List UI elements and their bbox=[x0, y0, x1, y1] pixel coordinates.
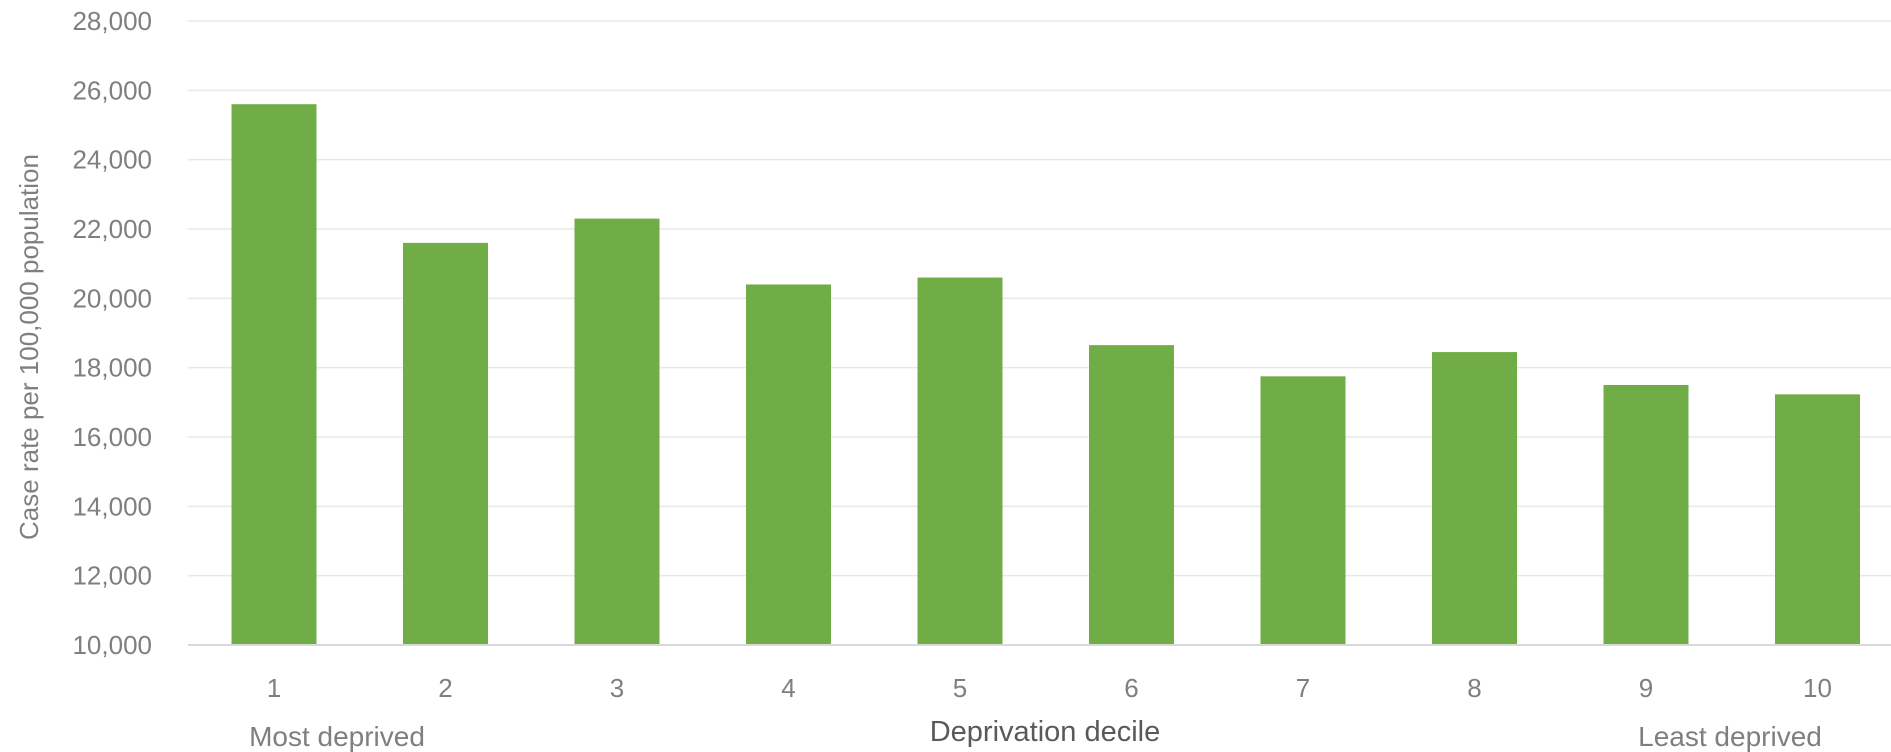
y-tick-labels: 10,000 12,000 14,000 16,000 18,000 20,000 22,0… bbox=[72, 6, 152, 660]
y-tick-label: 16,000 bbox=[72, 422, 152, 452]
x-tick-label: 3 bbox=[610, 673, 624, 703]
y-tick-label: 24,000 bbox=[72, 145, 152, 175]
y-tick-label: 12,000 bbox=[72, 561, 152, 591]
bars bbox=[231, 104, 1860, 645]
bar bbox=[1089, 345, 1174, 645]
most-deprived-label: Most deprived bbox=[249, 721, 425, 752]
x-tick-label: 1 bbox=[267, 673, 281, 703]
y-tick-label: 22,000 bbox=[72, 214, 152, 244]
y-tick-label: 26,000 bbox=[72, 75, 152, 105]
x-tick-label: 9 bbox=[1639, 673, 1653, 703]
bar bbox=[1260, 376, 1346, 645]
bar bbox=[231, 104, 317, 645]
x-tick-label: 2 bbox=[438, 673, 452, 703]
y-tick-label: 28,000 bbox=[72, 6, 152, 36]
bar bbox=[917, 277, 1003, 645]
x-tick-label: 7 bbox=[1296, 673, 1310, 703]
x-tick-labels: 1 2 3 4 5 6 7 8 9 10 bbox=[267, 673, 1832, 703]
bar bbox=[1432, 352, 1517, 645]
y-axis-title: Case rate per 100,000 population bbox=[14, 154, 44, 540]
x-tick-label: 5 bbox=[953, 673, 967, 703]
bar bbox=[574, 218, 660, 645]
x-tick-label: 8 bbox=[1467, 673, 1481, 703]
bar bbox=[1603, 385, 1689, 645]
y-tick-label: 20,000 bbox=[72, 283, 152, 313]
bar bbox=[1775, 394, 1860, 645]
x-axis-title: Deprivation decile bbox=[930, 716, 1161, 748]
least-deprived-label: Least deprived bbox=[1638, 721, 1822, 752]
y-tick-label: 18,000 bbox=[72, 353, 152, 383]
bar bbox=[403, 242, 488, 645]
bar bbox=[746, 284, 831, 645]
x-tick-label: 6 bbox=[1124, 673, 1138, 703]
x-tick-label: 4 bbox=[781, 673, 795, 703]
y-tick-label: 10,000 bbox=[72, 630, 152, 660]
x-tick-label: 10 bbox=[1803, 673, 1832, 703]
y-tick-label: 14,000 bbox=[72, 491, 152, 521]
